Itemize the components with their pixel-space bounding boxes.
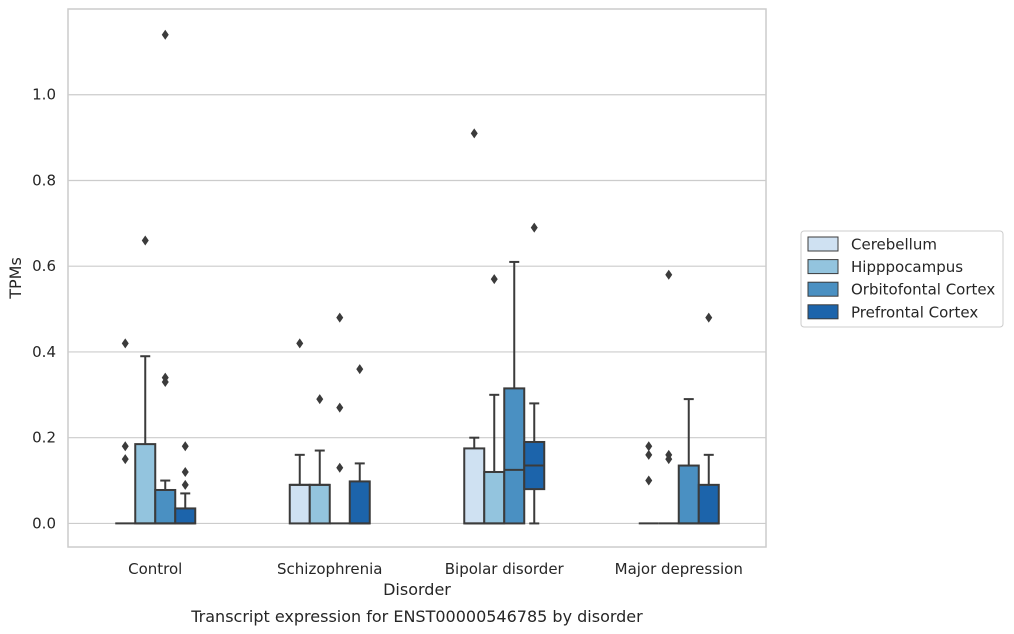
series-group <box>174 222 720 525</box>
legend: Cerebellum Hipppocampus Orbitofontal Corte… <box>800 230 1004 328</box>
outlier-point <box>181 441 189 452</box>
outlier-point <box>121 454 129 465</box>
x-tick-label: Control <box>128 560 182 578</box>
outlier-point <box>336 462 344 473</box>
box <box>174 507 197 525</box>
outlier-point <box>296 338 304 349</box>
box <box>134 443 157 525</box>
box-series <box>115 29 720 525</box>
outlier-point <box>665 269 673 280</box>
y-tick-label: 1.0 <box>32 86 56 104</box>
outlier-point <box>181 479 189 490</box>
outlier-point <box>336 402 344 413</box>
outlier-point <box>181 466 189 477</box>
outlier-point <box>470 128 478 139</box>
legend-swatch <box>807 281 839 297</box>
outlier-point <box>356 364 364 375</box>
outlier-point <box>121 441 129 452</box>
outlier-point <box>121 338 129 349</box>
legend-swatch <box>807 259 839 275</box>
box <box>697 483 720 525</box>
plot-frame <box>67 8 767 548</box>
y-gridlines <box>68 94 766 525</box>
chart-caption: Transcript expression for ENST0000054678… <box>190 607 643 626</box>
box <box>288 483 311 525</box>
y-tick-label: 0.6 <box>32 257 56 275</box>
legend-label: Hipppocampus <box>851 258 963 276</box>
box <box>154 488 177 525</box>
x-tick-label: Bipolar disorder <box>445 560 565 578</box>
outlier-point <box>490 274 498 285</box>
series-group <box>154 29 700 525</box>
x-axis-label: Disorder <box>383 580 451 599</box>
y-tick-label: 0.0 <box>32 514 56 532</box>
box <box>677 464 700 525</box>
legend-label: Prefrontal Cortex <box>851 303 978 321</box>
outlier-point <box>161 29 169 40</box>
box <box>463 447 486 525</box>
x-tick-label: Schizophrenia <box>277 560 382 578</box>
outlier-point <box>530 222 538 233</box>
y-tick-label: 0.8 <box>32 171 56 189</box>
legend-frame <box>800 230 1004 328</box>
series-group <box>115 128 659 525</box>
box <box>503 387 526 525</box>
y-tick-label: 0.4 <box>32 343 56 361</box>
outlier-point <box>645 449 653 460</box>
outlier-point <box>645 441 653 452</box>
legend-swatch <box>807 304 839 320</box>
y-tick-label: 0.2 <box>32 429 56 447</box>
outlier-point <box>665 454 673 465</box>
outlier-point <box>141 235 149 246</box>
x-tick-label: Major depression <box>615 560 743 578</box>
outlier-point <box>645 475 653 486</box>
box <box>348 480 371 525</box>
legend-label: Cerebellum <box>851 236 937 254</box>
y-axis-ticks: 0.0 0.2 0.4 0.6 0.8 1.0 <box>32 86 56 533</box>
x-axis-ticks: Control Schizophrenia Bipolar disorder Majo… <box>128 560 743 578</box>
outlier-point <box>161 376 169 387</box>
series-group <box>134 235 679 525</box>
box <box>483 470 506 525</box>
outlier-point <box>316 394 324 405</box>
outlier-point <box>705 312 713 323</box>
box <box>308 483 331 525</box>
legend-label: Orbitofontal Cortex <box>851 281 995 299</box>
y-axis-label: TPMs <box>6 257 25 300</box>
outlier-point <box>336 312 344 323</box>
legend-swatch <box>807 236 839 252</box>
